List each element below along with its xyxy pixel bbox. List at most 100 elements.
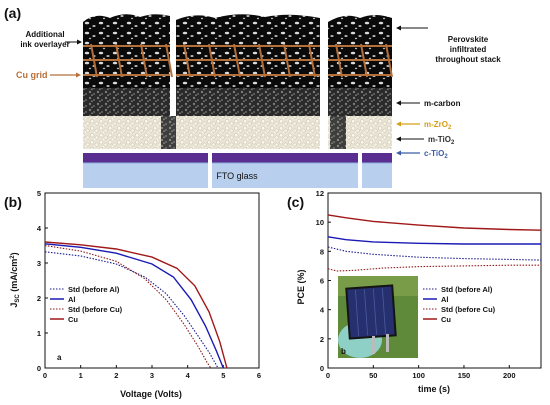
c-tio2-text: c-TiO [424,149,444,158]
panel-c-label: (c) [287,194,304,210]
x-tick-label: 50 [369,371,377,380]
y-tick-label: 6 [320,277,324,286]
cu-grid-annotation: Cu grid [16,70,81,80]
panel-b-series [44,241,228,369]
ink-overlayer-annotation: Additional ink overlayer [20,30,82,49]
cu-grid-bar [360,43,368,78]
panel-b-inner-label: a [57,353,62,362]
cu-grid-bar [385,43,393,78]
cu-grid-bar [90,43,98,78]
cu-grid-bar [140,43,148,78]
m-carbon-annotation: m-carbon [396,99,461,108]
fto-glass-layer: FTO glass [83,153,392,188]
y-tick-label: 1 [37,329,41,338]
panel-c-ylabel: PCE (%) [296,269,306,304]
y-tick-label: 8 [320,247,324,256]
legend-label: Std (before Cu) [68,305,123,314]
y-tick-label: 4 [37,224,42,233]
y-tick-label: 5 [37,189,41,198]
perovskite-label-line3: throughout stack [435,55,501,64]
legend-label: Cu [68,315,78,324]
panel-c-axes: 0 50 100 150 200 0 2 4 6 8 10 12 [316,189,542,380]
y-tick-label: 0 [37,364,41,373]
perovskite-annotation: Perovskite infiltrated throughout stack [396,25,501,64]
cu-grid-bar [183,43,191,78]
device-photo-inset: b [338,276,418,358]
m-zro2-label: m-ZrO2 [424,120,452,131]
panel-b-ylabel-sup: 2 [10,255,16,259]
cu-grid-bar [233,43,241,78]
legend-label: Std (before Al) [68,285,120,294]
y-tick-label: 2 [320,335,324,344]
x-tick-label: 0 [326,371,330,380]
legend-label: Std (before Cu) [441,305,496,314]
m-tio2-annotation: m-TiO2 [396,135,455,146]
x-tick-label: 2 [114,371,118,380]
series-line-4 [44,241,228,369]
panel-b-ylabel: JSC (mA/cm2) [9,252,21,307]
x-tick-label: 0 [43,371,47,380]
cu-grid-lattice [83,43,393,78]
cu-grid-bar [308,43,316,78]
legend-label: Al [441,295,449,304]
panel-b-ylabel-close: ) [9,252,19,255]
plot-frame [44,192,260,369]
perovskite-label-line1: Perovskite [448,35,489,44]
ink-label-line2: ink overlayer [20,40,69,49]
panel-c-inner-label: b [341,347,346,356]
x-tick-label: 200 [503,371,516,380]
y-tick-label: 3 [37,259,41,268]
panel-b-label: (b) [4,194,22,210]
panel-b-ylabel-unit: (mA/cm [9,259,19,295]
legend-label: Std (before Al) [441,285,493,294]
legend-label: Cu [441,315,451,324]
panel-c-series [327,214,542,272]
device-block-1 [83,14,170,149]
y-tick-label: 0 [320,364,324,373]
x-tick-label: 6 [257,371,261,380]
panel-a-schematic: (a) FTO [4,5,501,188]
x-tick-label: 1 [79,371,83,380]
panel-b-xlabel: Voltage (Volts) [120,389,182,399]
c-tio2-label: c-TiO2 [424,149,448,160]
cu-grid-label: Cu grid [16,70,48,80]
legend-label: Al [68,295,76,304]
cu-grid-bar [165,43,173,78]
cu-grid-bar [208,43,216,78]
fto-glass-label: FTO glass [216,171,258,181]
cu-grid-bar [283,43,291,78]
series-line-2 [327,236,541,245]
cu-grid-bar [115,43,123,78]
ink-label-line1: Additional [25,30,64,39]
x-tick-label: 150 [458,371,471,380]
c-tio2-subscript: 2 [444,154,448,160]
series-line-3 [327,264,541,272]
y-tick-label: 2 [37,294,41,303]
series-line-2 [44,243,224,369]
perovskite-label-line2: infiltrated [450,45,487,54]
x-tick-label: 100 [412,371,425,380]
x-tick-label: 3 [150,371,154,380]
panel-c-pce-chart: (c) 0 50 100 150 200 0 2 4 6 8 10 12 b Std (before … [287,189,542,394]
x-tick-label: 5 [221,371,225,380]
series-line-1 [44,251,219,369]
m-tio2-text: m-TiO [428,135,451,144]
panel-b-ylabel-sub: SC [15,294,21,303]
m-tio2-subscript: 2 [451,140,455,146]
panel-c-xlabel: time (s) [418,384,450,394]
panel-a-label: (a) [4,5,21,21]
m-zro2-text: m-ZrO [424,120,448,129]
y-tick-label: 4 [320,306,325,315]
device-block-2 [176,14,320,149]
series-line-1 [327,246,542,261]
cu-grid-bar [258,43,266,78]
series-line-4 [327,214,542,231]
m-tio2-label: m-TiO2 [428,135,455,146]
panel-b-ylabel-j: J [9,303,19,308]
m-zro2-annotation: m-ZrO2 [396,120,452,131]
series-line-3 [44,244,212,369]
m-carbon-label: m-carbon [424,99,461,108]
infiltration-channels [161,116,346,149]
